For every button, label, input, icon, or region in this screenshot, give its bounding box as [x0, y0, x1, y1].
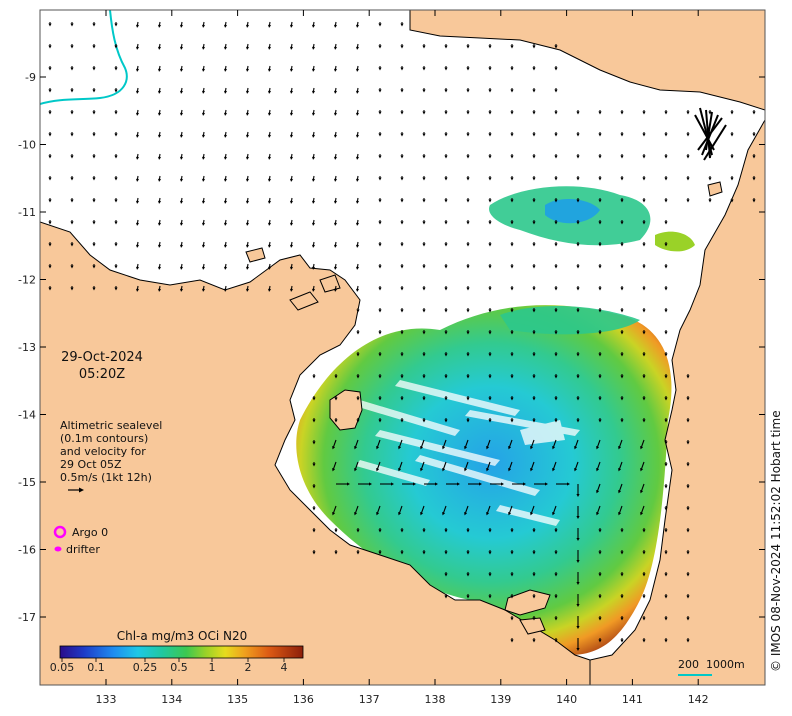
- scale-label-b: 1000m: [706, 658, 745, 671]
- colorbar-tick-label: 0.25: [133, 661, 158, 674]
- lon-tick-label: 141: [622, 693, 643, 706]
- argo-label: Argo 0: [72, 526, 108, 539]
- legend-line-2: (0.1m contours): [60, 432, 148, 445]
- colorbar-tick-label: 4: [281, 661, 288, 674]
- latitude-axis: -9 -10 -11 -12 -13 -14 -15 -16 -17: [18, 71, 765, 624]
- lat-tick-label: -12: [18, 274, 36, 287]
- colorbar-tick-label: 0.05: [50, 661, 75, 674]
- lon-tick-label: 135: [227, 693, 248, 706]
- land-cape-york: [589, 118, 765, 685]
- lat-tick-label: -10: [18, 139, 36, 152]
- lon-tick-label: 139: [490, 693, 511, 706]
- lat-tick-label: -14: [18, 409, 36, 422]
- lon-tick-label: 134: [161, 693, 182, 706]
- argo-marker-icon: [53, 525, 67, 539]
- legend-line-3: and velocity for: [60, 445, 146, 458]
- land-new-guinea: [409, 10, 765, 111]
- lon-tick-label: 138: [425, 693, 446, 706]
- colorbar-tick-label: 1: [209, 661, 216, 674]
- colorbar-tick-label: 0.1: [87, 661, 105, 674]
- scale-label-a: 200: [678, 658, 699, 671]
- lat-tick-label: -17: [18, 611, 36, 624]
- drifter-marker-icon: [54, 546, 62, 552]
- lat-tick-label: -16: [18, 544, 36, 557]
- colorbar-title: Chl-a mg/m3 OCi N20: [117, 629, 248, 643]
- legend-line-5: 0.5m/s (1kt 12h): [60, 471, 152, 484]
- velocity-field: [48, 21, 756, 651]
- lon-tick-label: 140: [556, 693, 577, 706]
- colorbar-tick-label: 2: [245, 661, 252, 674]
- date-label: 29-Oct-2024: [61, 350, 143, 365]
- longitude-axis: 133 134 135 136 137 138 139 140 141 142: [96, 10, 709, 706]
- lon-tick-label: 136: [293, 693, 314, 706]
- time-label: 05:20Z: [79, 367, 125, 382]
- lon-tick-label: 133: [96, 693, 117, 706]
- lat-tick-label: -11: [18, 206, 36, 219]
- lon-tick-label: 142: [688, 693, 709, 706]
- land-mornington-island: [504, 589, 551, 616]
- lon-tick-label: 137: [359, 693, 380, 706]
- legend-line-4: 29 Oct 05Z: [60, 458, 122, 471]
- map-area: [40, 10, 765, 685]
- lat-tick-label: -9: [25, 71, 36, 84]
- drifter-label: drifter: [66, 543, 100, 556]
- scale-bar: 200 1000m: [678, 658, 745, 676]
- bathymetry-contour: [40, 10, 128, 105]
- lat-tick-label: -13: [18, 341, 36, 354]
- colorbar: Chl-a mg/m3 OCi N20 0.05 0.1 0.25 0.5 1 2 4: [50, 629, 304, 674]
- credit-label: © IMOS 08-Nov-2024 11:52:02 Hobart time: [769, 410, 783, 672]
- reference-arrow-icon: [68, 487, 84, 493]
- land-arnhem-land: [40, 221, 591, 685]
- cloud-streaks: [355, 380, 580, 526]
- drifter-track: [694, 107, 727, 161]
- lat-tick-label: -15: [18, 476, 36, 489]
- colorbar-tick-label: 0.5: [170, 661, 188, 674]
- legend-line-1: Altimetric sealevel: [60, 419, 162, 432]
